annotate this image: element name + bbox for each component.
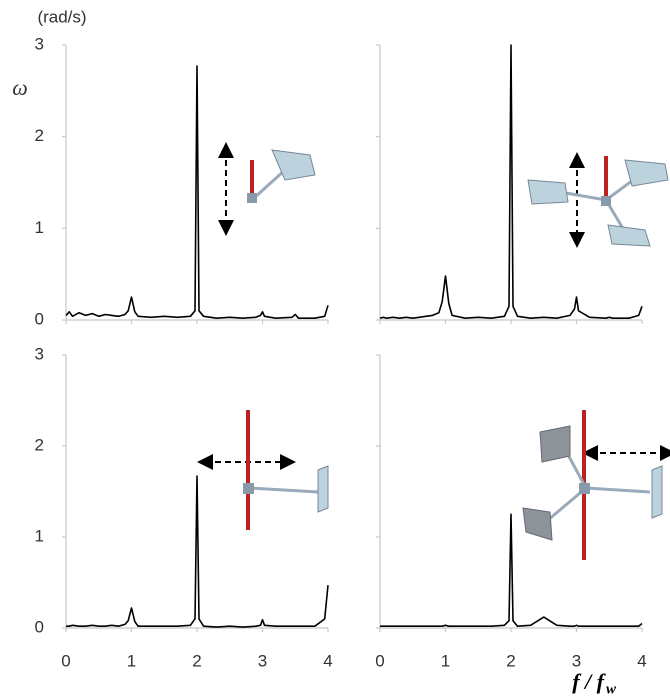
x-label-main: f / f: [572, 669, 606, 694]
icon-heave: [218, 142, 316, 236]
spectrum-line: [380, 513, 643, 627]
x-tick-label: 4: [323, 651, 332, 670]
x-tick-label: 1: [127, 651, 136, 670]
x-tick-label: 3: [572, 651, 581, 670]
y-tick-label: 0: [35, 309, 44, 328]
spectrum-line: [379, 44, 643, 319]
x-tick-label: 3: [258, 651, 267, 670]
y-label: ω: [12, 75, 28, 100]
x-label-subscript: w: [606, 681, 617, 697]
y-unit: (rad/s): [37, 7, 86, 26]
x-tick-label: 4: [637, 651, 646, 670]
icon-surge: [197, 410, 329, 530]
y-tick-label: 3: [35, 34, 44, 53]
x-tick-label: 0: [375, 651, 384, 670]
icon-heave-3blade: [527, 152, 669, 248]
x-label: f / f: [572, 669, 606, 694]
y-tick-label: 1: [35, 218, 44, 237]
x-tick-label: 2: [506, 651, 515, 670]
y-tick-label: 2: [35, 435, 44, 454]
y-tick-label: 1: [35, 526, 44, 545]
x-tick-label: 0: [61, 651, 70, 670]
y-tick-label: 3: [35, 344, 44, 363]
spectrum-line: [65, 65, 329, 319]
y-tick-label: 2: [35, 126, 44, 145]
icon-surge-3blade: [522, 410, 670, 560]
y-tick-label: 0: [35, 617, 44, 636]
x-tick-label: 2: [192, 651, 201, 670]
spectrum-line: [66, 475, 329, 628]
x-tick-label: 1: [441, 651, 450, 670]
